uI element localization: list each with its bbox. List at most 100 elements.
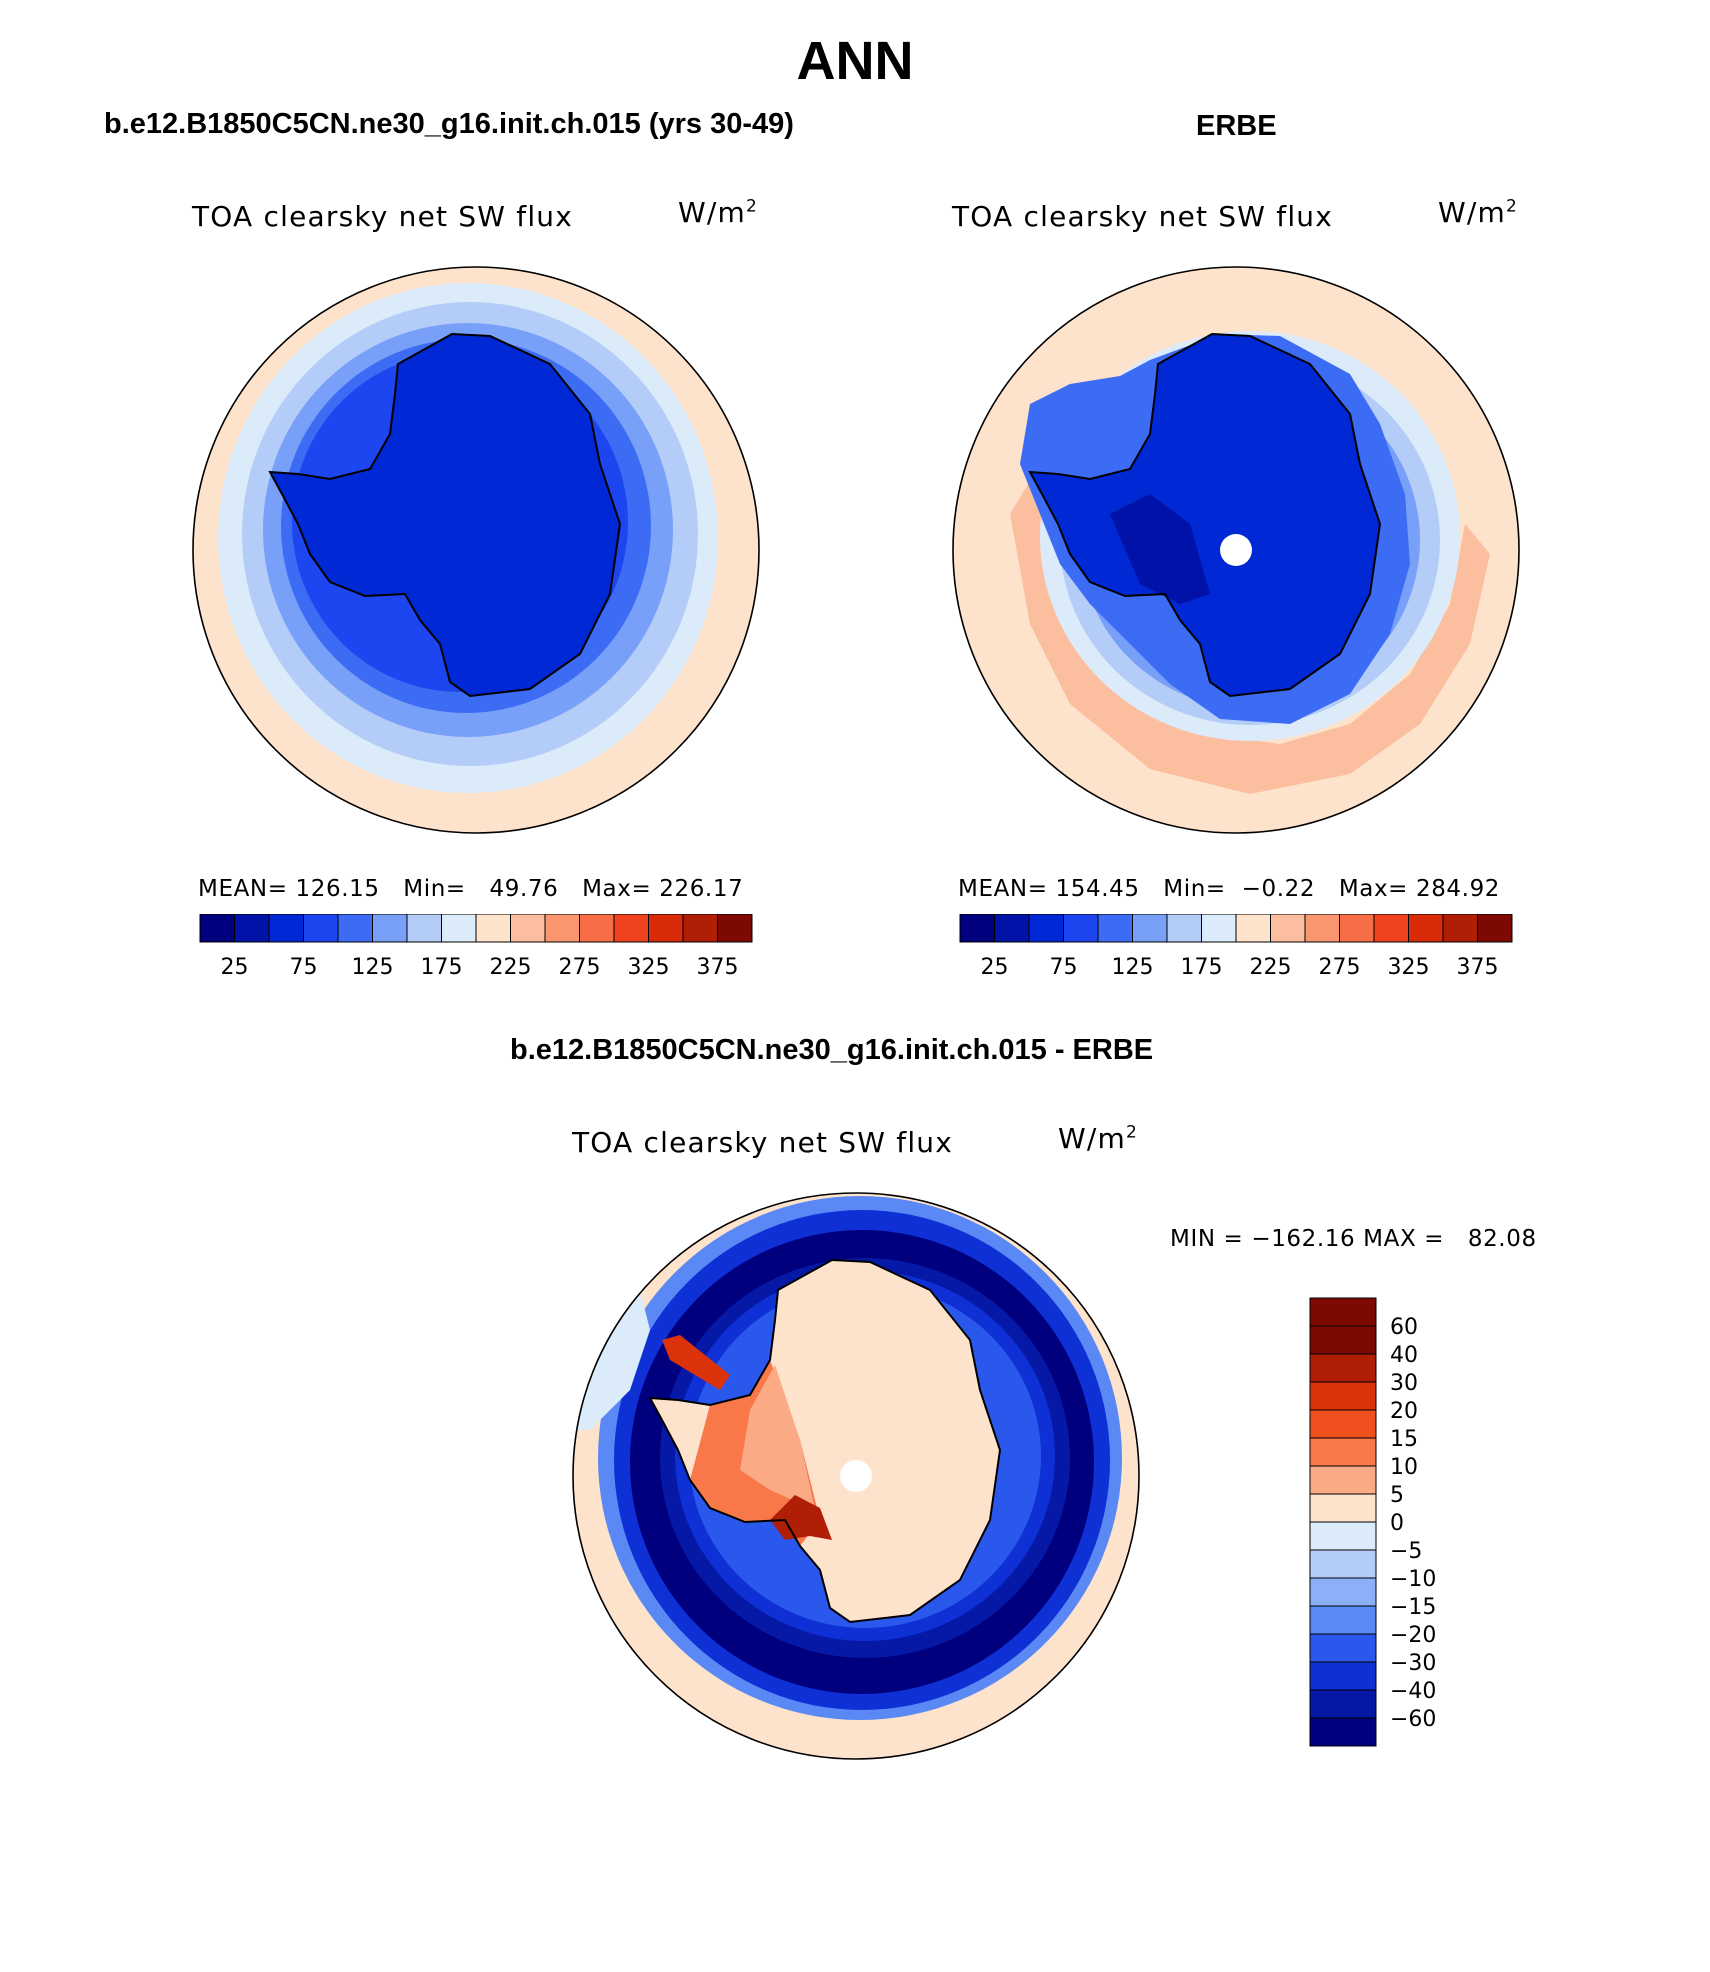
model-colorbar-cell: [234, 914, 270, 943]
diff-colorbar-tick-label: 40: [1390, 1343, 1418, 1368]
diff-colorbar-cell: [1309, 1605, 1377, 1635]
model-colorbar-cell: [544, 914, 580, 943]
model-case-title: b.e12.B1850C5CN.ne30_g16.init.ch.015 (yr…: [104, 108, 794, 140]
model-colorbar-cell: [682, 914, 718, 943]
diff-colorbar-tick-label: −60: [1390, 1707, 1436, 1732]
diff-colorbar-tick-label: 0: [1390, 1511, 1404, 1536]
model-units: W/m2: [678, 196, 759, 229]
diff-continent-fill: [650, 1260, 1000, 1622]
diff-peninsula-max: [662, 1335, 730, 1390]
obs-colorbar-cell: [1235, 914, 1271, 943]
diff-colorbar-cell: [1309, 1689, 1377, 1719]
model-colorbar-tick-label: 25: [221, 955, 249, 980]
obs-colorbar-cell: [1097, 914, 1133, 943]
model-colorbar-cell: [579, 914, 615, 943]
diff-colorbar-tick-label: −40: [1390, 1679, 1436, 1704]
obs-continent-fill: [1030, 334, 1380, 696]
model-colorbar-cell: [441, 914, 477, 943]
diff-colorbar-cell: [1309, 1493, 1377, 1523]
diff-colorbar-cell: [1309, 1577, 1377, 1607]
diff-units: W/m2: [1058, 1122, 1139, 1155]
obs-colorbar-cell: [1408, 914, 1444, 943]
model-colorbar-tick-label: 175: [421, 955, 463, 980]
model-colorbar-cell: [717, 914, 753, 943]
model-stats: MEAN= 126.15 Min= 49.76 Max= 226.17: [198, 876, 744, 902]
diff-colorbar-tick-label: 15: [1390, 1427, 1418, 1452]
obs-colorbar-cell: [994, 914, 1030, 943]
diff-colorbar-tick-label: 20: [1390, 1399, 1418, 1424]
obs-colorbar-cell: [1339, 914, 1375, 943]
diff-polar-map: [572, 1192, 1140, 1760]
diff-west-inner: [740, 1365, 815, 1510]
model-colorbar-tick-label: 325: [628, 955, 670, 980]
diff-colorbar-tick-label: 30: [1390, 1371, 1418, 1396]
model-colorbar-cell: [613, 914, 649, 943]
obs-colorbar-cell: [959, 914, 995, 943]
obs-colorbar-tick-label: 275: [1319, 955, 1361, 980]
model-colorbar: 25 75 125 175 225 275 325 375: [199, 914, 753, 980]
model-colorbar-cell: [303, 914, 339, 943]
obs-band-warm: [1010, 444, 1490, 794]
diff-colorbar-cell: [1309, 1409, 1377, 1439]
obs-colorbar-cell: [1063, 914, 1099, 943]
obs-colorbar-cell: [1028, 914, 1064, 943]
diff-case-title: b.e12.B1850C5CN.ne30_g16.init.ch.015 - E…: [510, 1034, 1154, 1066]
obs-coastline: [1028, 332, 1382, 698]
diff-colorbar-tick-label: −5: [1390, 1539, 1422, 1564]
obs-units: W/m2: [1438, 196, 1519, 229]
diff-colorbar-cell: [1309, 1437, 1377, 1467]
obs-interior-dark: [1110, 494, 1210, 604]
obs-colorbar-tick-label: 125: [1112, 955, 1154, 980]
diff-colorbar-cell: [1309, 1353, 1377, 1383]
obs-polar-map: [952, 266, 1520, 834]
diff-colorbar-tick-label: −20: [1390, 1623, 1436, 1648]
obs-stats: MEAN= 154.45 Min= −0.22 Max= 284.92: [958, 876, 1501, 902]
diff-colorbar-cell: [1309, 1325, 1377, 1355]
model-continent-fill: [270, 334, 620, 696]
model-colorbar-tick-label: 125: [352, 955, 394, 980]
model-colorbar-tick-label: 75: [290, 955, 318, 980]
diff-coastline: [648, 1258, 1002, 1624]
model-plot-title: TOA clearsky net SW flux: [192, 200, 574, 233]
main-title: ANN: [796, 31, 914, 91]
diff-colorbar-tick-label: 60: [1390, 1315, 1418, 1340]
diff-colorbar: 60 40 30 20 15 10 5 0 −5 −10 −15 −20 −30 −40 −60: [1309, 1297, 1436, 1747]
diff-colorbar-tick-label: −10: [1390, 1567, 1436, 1592]
obs-colorbar-cell: [1270, 914, 1306, 943]
diff-pole-mask: [840, 1460, 872, 1492]
obs-colorbar-tick-label: 75: [1050, 955, 1078, 980]
model-coastline: [268, 332, 622, 698]
diff-map-border: [572, 1192, 1140, 1760]
diff-ross-max: [770, 1495, 832, 1540]
obs-colorbar: 25 75 125 175 225 275 325 375: [959, 914, 1513, 980]
obs-colorbar-cell: [1166, 914, 1202, 943]
obs-colorbar-cell: [1304, 914, 1340, 943]
model-colorbar-cell: [199, 914, 235, 943]
diff-stats: MIN = −162.16 MAX = 82.08: [1170, 1226, 1537, 1252]
diff-colorbar-cell: [1309, 1661, 1377, 1691]
model-polar-map: [192, 266, 760, 834]
model-colorbar-tick-label: 275: [559, 955, 601, 980]
diff-colorbar-cell: [1309, 1381, 1377, 1411]
obs-pole-mask: [1220, 534, 1252, 566]
diff-colorbar-tick-label: 5: [1390, 1483, 1404, 1508]
obs-case-title: ERBE: [1196, 110, 1277, 142]
model-colorbar-cell: [648, 914, 684, 943]
diff-colorbar-tick-label: 10: [1390, 1455, 1418, 1480]
obs-colorbar-cell: [1442, 914, 1478, 943]
obs-colorbar-tick-label: 325: [1388, 955, 1430, 980]
model-colorbar-tick-label: 225: [490, 955, 532, 980]
obs-colorbar-cell: [1201, 914, 1237, 943]
diff-colorbar-cell: [1309, 1633, 1377, 1663]
obs-colorbar-cell: [1373, 914, 1409, 943]
obs-colorbar-tick-label: 375: [1457, 955, 1499, 980]
diff-colorbar-cell: [1309, 1521, 1377, 1551]
diff-colorbar-cell: [1309, 1297, 1377, 1327]
diff-colorbar-cell: [1309, 1717, 1377, 1747]
diff-plot-title: TOA clearsky net SW flux: [572, 1126, 954, 1159]
obs-colorbar-tick-label: 25: [981, 955, 1009, 980]
model-colorbar-cell: [475, 914, 511, 943]
diff-colorbar-cell: [1309, 1549, 1377, 1579]
obs-plot-title: TOA clearsky net SW flux: [952, 200, 1334, 233]
obs-map-border: [952, 266, 1520, 834]
